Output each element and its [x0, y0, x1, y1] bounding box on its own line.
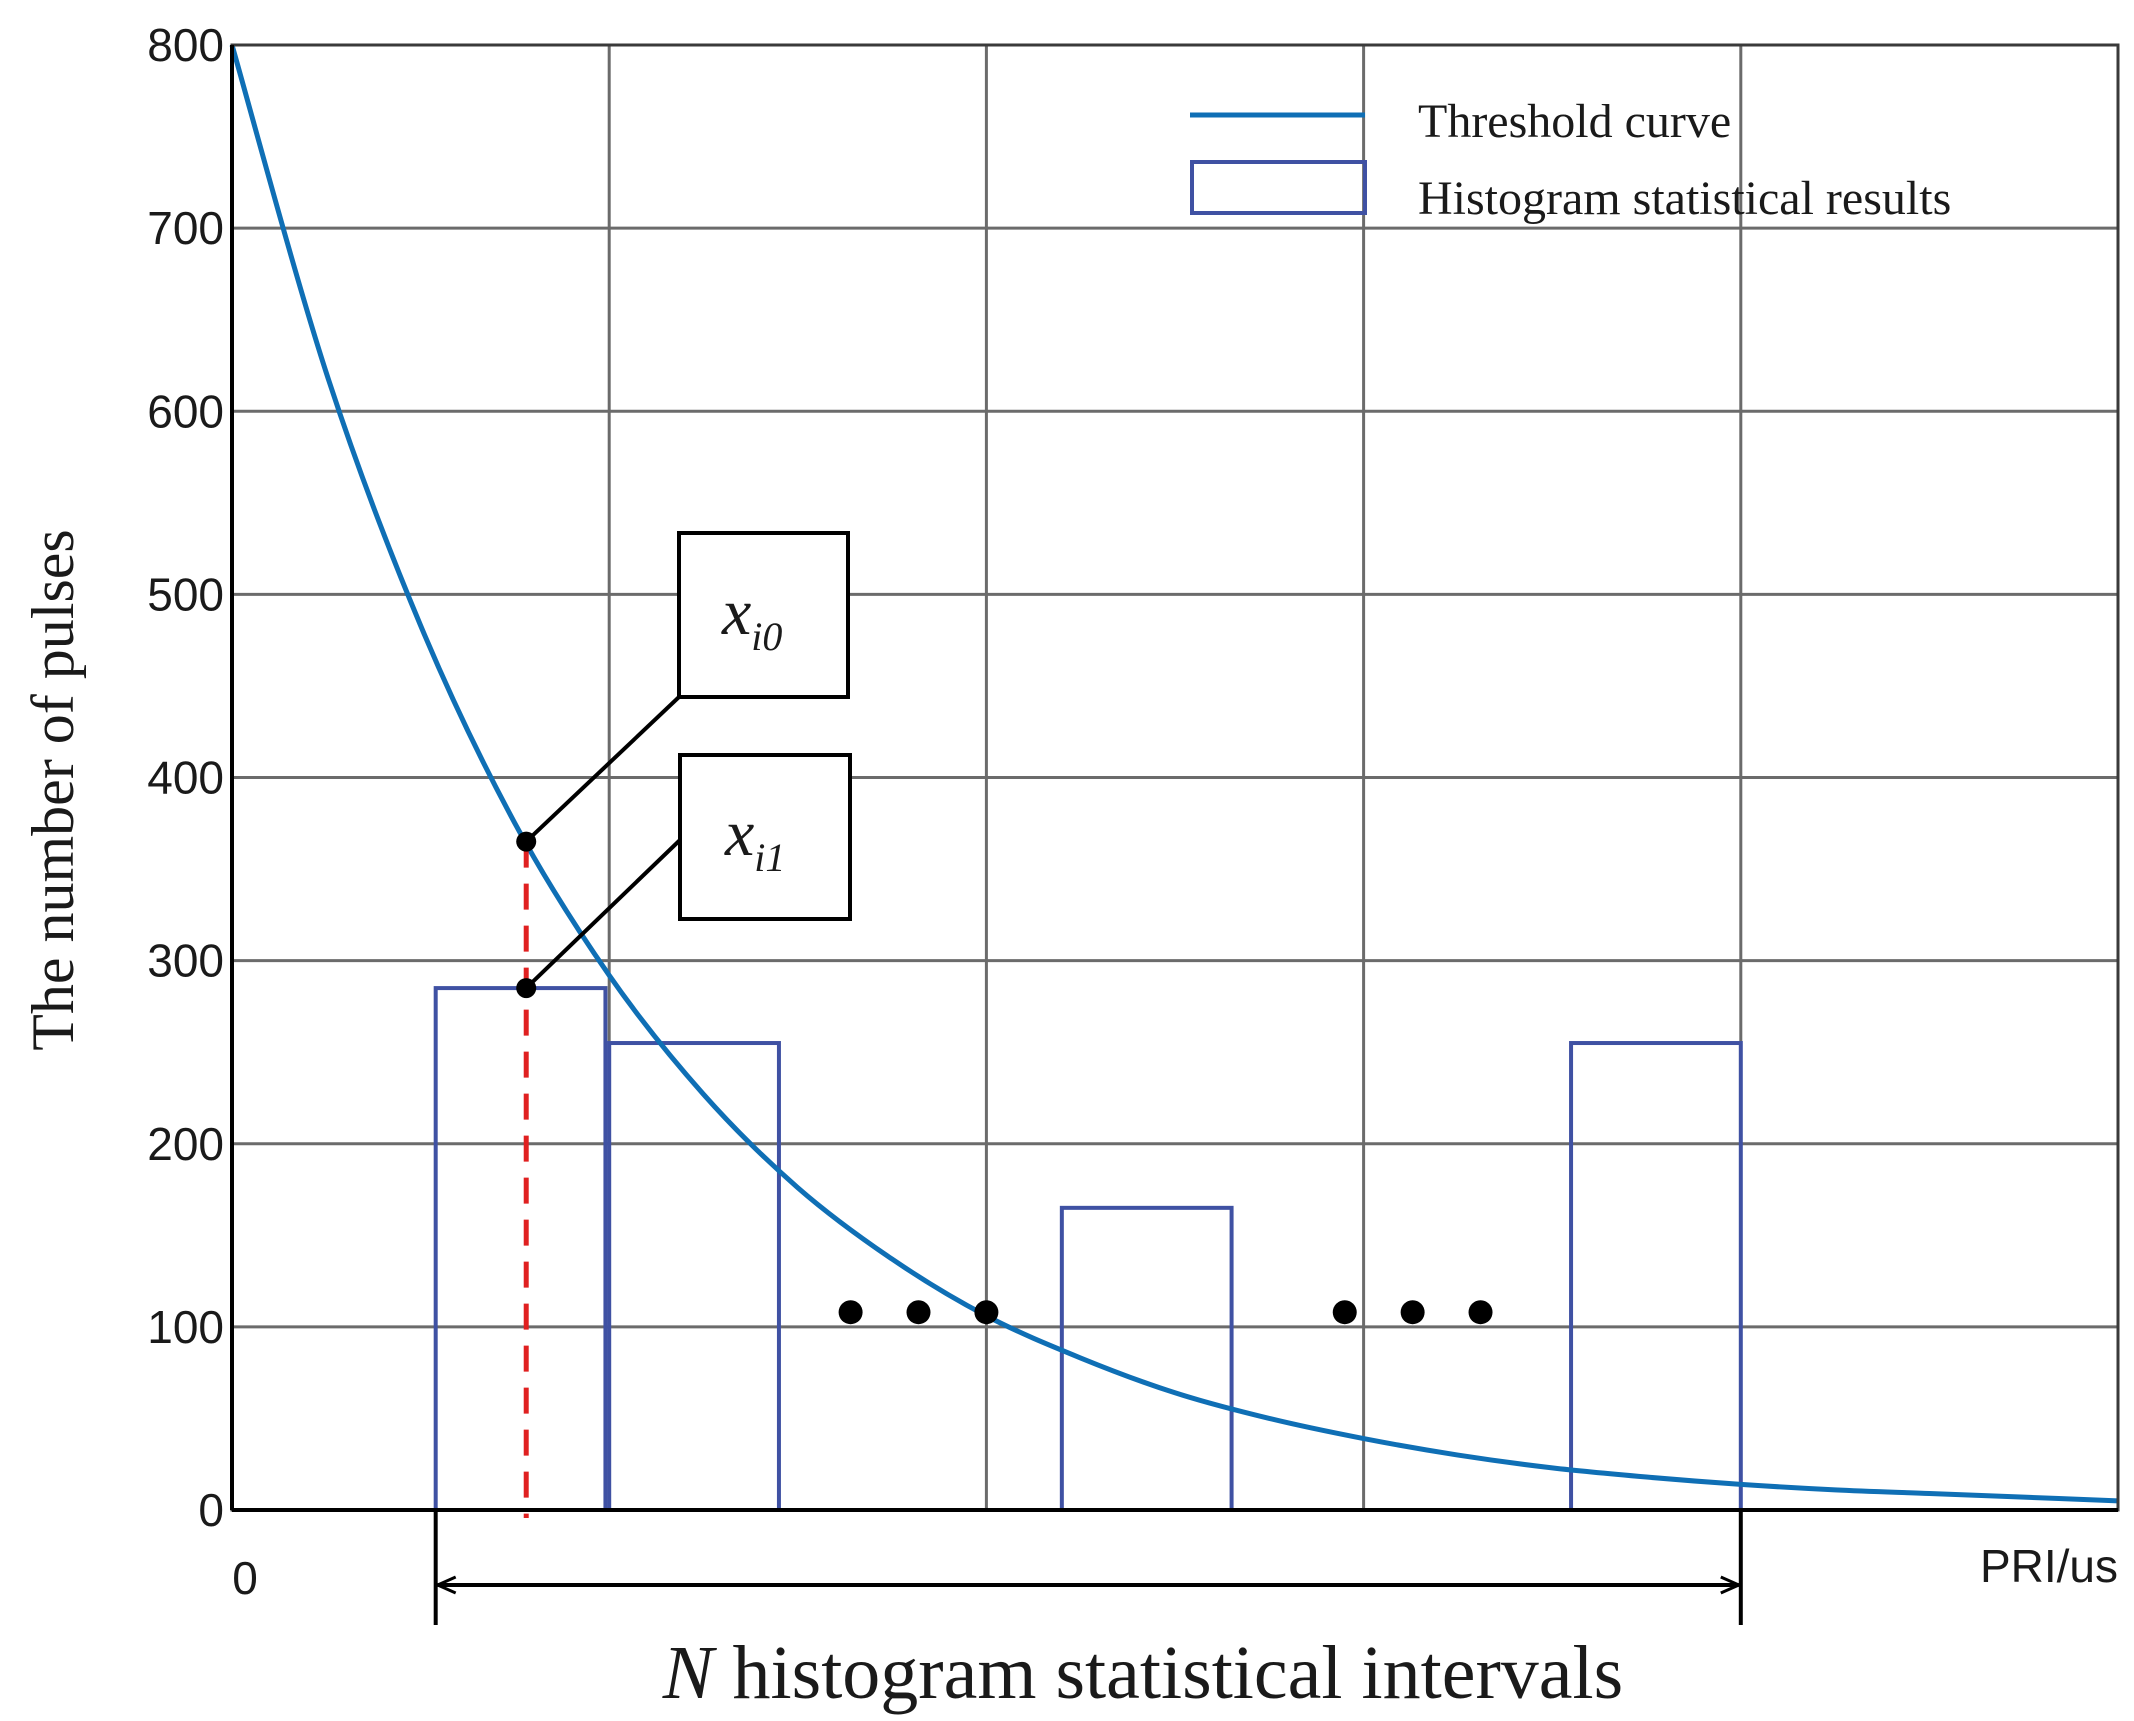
- y-tick-label: 0: [198, 1484, 224, 1536]
- y-axis-label: The number of pulses: [20, 529, 86, 1051]
- ellipsis-dot: [1332, 1300, 1357, 1325]
- grid-lines: [232, 43, 2118, 1510]
- y-tick-label: 300: [147, 935, 224, 987]
- histogram-bar: [433, 986, 608, 1512]
- legend-histogram-swatch: [1190, 160, 1367, 215]
- ellipsis-dot: [838, 1300, 863, 1325]
- x-origin-label: 0: [232, 1552, 258, 1604]
- x1-callout-label: xi1: [724, 797, 785, 880]
- x0-callout: xi0: [677, 531, 850, 699]
- x0-point: [516, 831, 537, 852]
- x0-leader-line: [524, 695, 681, 844]
- interval-span-label: N histogram statistical intervals: [662, 1631, 1623, 1715]
- y-tick-label: 400: [147, 752, 224, 804]
- x0-callout-box: [677, 531, 850, 699]
- annotations: [433, 695, 1743, 1625]
- y-tick-label: 600: [147, 385, 224, 437]
- x0-callout-label: xi0: [721, 576, 782, 659]
- x1-point: [516, 978, 537, 999]
- y-tick-label: 200: [147, 1118, 224, 1170]
- histogram-bar: [1569, 1041, 1743, 1512]
- y-tick-label: 100: [147, 1301, 224, 1353]
- ellipsis-dot: [974, 1300, 999, 1325]
- threshold-curve: [229, 44, 2119, 1504]
- ellipsis-dot: [906, 1300, 931, 1325]
- histogram-bar: [607, 1041, 781, 1512]
- x1-callout: xi1: [678, 753, 852, 921]
- y-tick-label: 500: [147, 568, 224, 620]
- ellipsis-dot: [1400, 1300, 1425, 1325]
- x1-callout-box: [678, 753, 852, 921]
- legend: Threshold curve Histogram statistical re…: [1190, 95, 1951, 225]
- axes: 0 100 200 300 400 500 600 700 800: [147, 19, 2120, 1536]
- legend-threshold-label: Threshold curve: [1418, 95, 1731, 148]
- x1-leader-line: [524, 838, 682, 990]
- threshold-curve-layer: [229, 44, 2119, 1504]
- x-axis-label: PRI/us: [1980, 1540, 2118, 1592]
- histogram-bars: [433, 986, 1743, 1512]
- legend-histogram-label: Histogram statistical results: [1418, 172, 1951, 225]
- y-tick-label: 800: [147, 19, 224, 71]
- ellipsis-dot: [1468, 1300, 1493, 1325]
- y-tick-label: 700: [147, 202, 224, 254]
